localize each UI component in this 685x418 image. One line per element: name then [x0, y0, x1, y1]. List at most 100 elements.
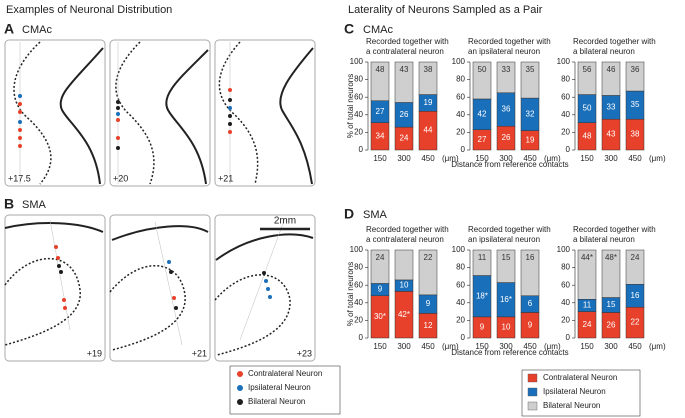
panel-letter: B [4, 196, 14, 212]
bar-segment [496, 249, 516, 283]
y-tick-label: 20 [354, 316, 363, 325]
count-label: 48 [583, 131, 592, 140]
y-tick-label: 40 [456, 298, 465, 307]
bar-segment [577, 61, 597, 95]
count-label: 9 [480, 323, 485, 332]
neuron-dot [18, 110, 22, 114]
bar-segment [394, 61, 414, 103]
count-label: 24 [583, 320, 592, 329]
legend-dot [237, 399, 243, 405]
count-label: 6 [528, 299, 533, 308]
y-tick-label: 100 [557, 245, 571, 254]
count-label: 32 [526, 109, 535, 118]
count-label: 43 [400, 65, 409, 74]
legend-label: Bilateral Neuron [248, 397, 305, 406]
track [49, 219, 71, 331]
neuron-dot [18, 120, 22, 124]
count-label: 42 [478, 109, 487, 118]
count-label: 19 [526, 135, 535, 144]
brain-outline [111, 225, 209, 241]
x-tick-label: 150 [373, 342, 387, 351]
legend-label: Bilateral Neuron [543, 401, 600, 410]
count-label: 42* [398, 310, 410, 319]
chart-title: Recorded together with [366, 37, 449, 46]
count-label: 48 [376, 65, 385, 74]
section-box [214, 39, 316, 187]
x-axis-label: Distance from reference contacts [451, 348, 568, 357]
x-tick-label: 450 [628, 342, 642, 351]
x-tick-label: 450 [628, 154, 642, 163]
cortex-outline [214, 274, 291, 356]
neuron-dot [18, 144, 22, 148]
bar-segment [577, 249, 597, 300]
bar-segment [601, 61, 621, 96]
count-label: 15 [607, 300, 616, 309]
y-tick-label: 60 [354, 92, 363, 101]
neuron-dots [18, 88, 272, 310]
count-label: 26 [400, 110, 409, 119]
count-label: 24 [400, 134, 409, 143]
panel-region: SMA [363, 209, 388, 221]
legend-label: Contralateral Neuron [248, 369, 322, 378]
x-tick-label: 300 [604, 154, 618, 163]
legend-swatch [527, 373, 538, 383]
y-tick-label: 0 [461, 145, 466, 154]
section-box [109, 214, 211, 362]
x-tick-label: 450 [523, 342, 537, 351]
bar-segment [394, 249, 414, 281]
count-label: 24 [631, 253, 640, 262]
x-unit-label: (μm) [649, 342, 666, 351]
x-axis-label: Distance from reference contacts [451, 160, 568, 169]
y-tick-label: 0 [359, 145, 364, 154]
neuron-dot [116, 100, 120, 104]
left-title: Examples of Neuronal Distribution [6, 4, 172, 16]
section-box [4, 214, 106, 362]
chart-title: Recorded together with [366, 225, 449, 234]
brain-outline [279, 47, 314, 185]
neuron-dot [116, 146, 120, 150]
y-tick-label: 80 [354, 263, 363, 272]
y-tick-label: 40 [561, 110, 570, 119]
y-tick-label: 100 [452, 245, 466, 254]
count-label: 10 [400, 281, 409, 290]
panel-letter: D [344, 206, 354, 222]
x-tick-label: 300 [604, 342, 618, 351]
neuron-dot [18, 102, 22, 106]
legend-label: Ipsilateral Neuron [543, 387, 606, 396]
y-tick-label: 80 [354, 75, 363, 84]
count-label: 35 [631, 100, 640, 109]
count-label: 46 [607, 65, 616, 74]
count-label: 36 [631, 65, 640, 74]
count-label: 9 [426, 299, 431, 308]
y-tick-label: 100 [350, 245, 364, 254]
panel-letter: A [4, 21, 14, 37]
section-label: +17.5 [8, 173, 31, 183]
y-tick-label: 0 [461, 333, 466, 342]
count-label: 34 [376, 131, 385, 140]
count-label: 9 [528, 320, 533, 329]
neuron-dot [56, 256, 60, 260]
cortex-outline [115, 41, 155, 185]
section-drawings-a [4, 39, 316, 187]
cortex-outline [4, 257, 81, 346]
neuron-dot [228, 106, 232, 110]
count-label: 44* [581, 253, 593, 262]
legend-label: Ipsilateral Neuron [248, 383, 311, 392]
chart-title: a bilateral neuron [573, 235, 635, 244]
x-tick-label: 300 [397, 342, 411, 351]
count-label: 11 [583, 301, 592, 310]
count-label: 10 [502, 323, 511, 332]
x-unit-label: (μm) [544, 154, 561, 163]
scale-bar-label: 2mm [274, 216, 296, 227]
y-tick-label: 20 [456, 316, 465, 325]
neuron-dot [228, 98, 232, 102]
section-label: +21 [192, 348, 207, 358]
x-tick-label: 150 [373, 154, 387, 163]
section-label: +23 [297, 348, 312, 358]
x-tick-label: 150 [475, 154, 489, 163]
x-tick-label: 450 [421, 342, 435, 351]
neuron-dot [228, 88, 232, 92]
section-box [214, 214, 316, 362]
neuron-dot [62, 298, 66, 302]
